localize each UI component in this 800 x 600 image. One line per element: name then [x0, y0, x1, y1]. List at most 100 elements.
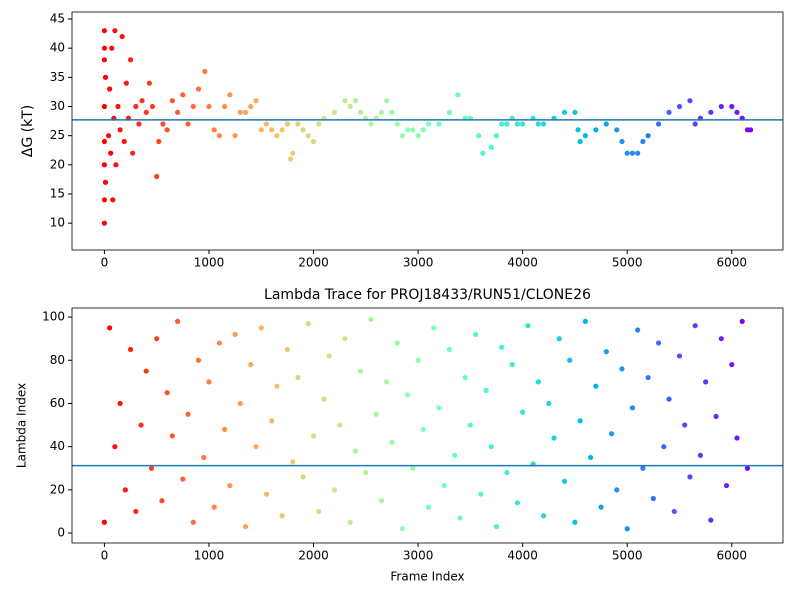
x-tick-label: 3000 [403, 256, 434, 270]
x-tick-label: 5000 [612, 256, 643, 270]
point [540, 121, 547, 127]
point [472, 331, 479, 337]
point [556, 336, 562, 342]
point [211, 504, 217, 510]
point [535, 379, 541, 385]
point [331, 487, 338, 493]
point [394, 121, 400, 127]
point [676, 353, 683, 359]
point [572, 109, 578, 115]
point [290, 459, 296, 465]
point [175, 318, 181, 324]
point [180, 476, 186, 482]
chart-title: Lambda Trace for PROJ18433/RUN51/CLONE26 [264, 287, 591, 303]
point [692, 121, 698, 127]
point [603, 349, 609, 355]
point [107, 86, 113, 92]
y-tick-label: 25 [50, 128, 65, 142]
point [101, 519, 108, 525]
point [389, 439, 395, 445]
x-tick-label: 3000 [403, 549, 434, 563]
point [457, 515, 463, 521]
point [582, 133, 588, 139]
point [164, 390, 170, 396]
point [378, 498, 385, 504]
point [608, 431, 615, 437]
point [160, 121, 166, 127]
point [337, 422, 343, 428]
point [480, 150, 486, 156]
point [598, 504, 604, 510]
point [357, 368, 364, 374]
point [425, 504, 432, 510]
point [284, 121, 290, 127]
point [269, 127, 275, 133]
point [703, 379, 709, 385]
y-axis-label: ΔG (kT) [20, 105, 36, 157]
point [476, 133, 482, 139]
point [138, 422, 144, 428]
point [109, 45, 115, 51]
point [156, 138, 162, 145]
point [101, 57, 108, 63]
point [101, 162, 108, 168]
point [253, 98, 259, 104]
point [624, 526, 630, 532]
point [504, 121, 510, 127]
point [739, 318, 745, 324]
point [300, 474, 306, 480]
point [101, 138, 108, 145]
point [133, 103, 139, 110]
point [455, 92, 461, 98]
y-tick-label: 40 [50, 41, 65, 55]
point [154, 336, 160, 342]
y-tick-label: 35 [50, 70, 65, 84]
point [546, 400, 552, 407]
point [747, 127, 754, 133]
point [687, 474, 693, 480]
point [551, 435, 557, 441]
point [441, 482, 447, 489]
point [253, 444, 259, 450]
point [603, 121, 609, 127]
point [729, 103, 735, 110]
point [561, 478, 568, 484]
point [295, 374, 301, 381]
point [378, 109, 385, 115]
point [640, 465, 646, 471]
point [279, 513, 285, 519]
point [101, 197, 108, 203]
point [488, 444, 494, 450]
point [467, 422, 473, 428]
point [729, 361, 735, 368]
point [415, 357, 421, 363]
point [520, 121, 526, 127]
point [676, 103, 683, 110]
point [420, 426, 426, 432]
point [211, 127, 217, 133]
point [577, 418, 583, 424]
point [148, 465, 155, 471]
point [540, 513, 547, 519]
x-tick-label: 2000 [298, 549, 329, 563]
point [102, 74, 109, 80]
point [108, 150, 114, 156]
point [431, 325, 437, 331]
x-tick-label: 4000 [507, 256, 538, 270]
point [478, 491, 484, 497]
point [123, 80, 129, 86]
point [661, 444, 667, 450]
point [347, 103, 353, 110]
point [274, 383, 280, 389]
point [284, 346, 290, 353]
point [363, 469, 369, 476]
point [107, 325, 113, 331]
point [405, 392, 411, 398]
point [368, 121, 374, 127]
point [410, 465, 416, 471]
point [493, 523, 500, 530]
point [499, 121, 505, 127]
point [650, 495, 656, 502]
point [666, 396, 672, 402]
